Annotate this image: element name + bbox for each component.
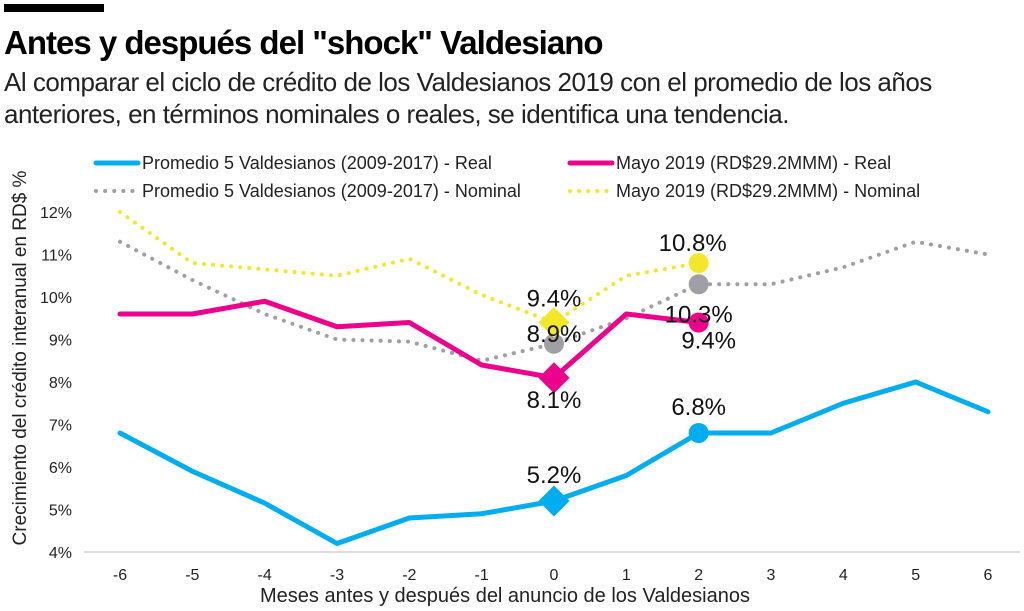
y-tick-label: 7% <box>49 418 72 435</box>
data-label: 8.9% <box>527 321 582 348</box>
y-tick-label: 11% <box>41 248 72 265</box>
legend-label: Mayo 2019 (RD$29.2MMM) - Nominal <box>616 181 920 201</box>
data-marker-circle <box>688 312 709 333</box>
y-axis-label: Crecimiento del crédito interanual en RD… <box>10 170 31 545</box>
legend-label: Promedio 5 Valdesianos (2009-2017) - Nom… <box>142 181 521 201</box>
x-tick-label: -1 <box>475 567 489 584</box>
title-accent-bar <box>4 4 104 12</box>
y-tick-label: 5% <box>49 503 72 520</box>
legend-label: Mayo 2019 (RD$29.2MMM) - Real <box>616 153 891 173</box>
y-tick-label: 12% <box>40 205 72 222</box>
x-axis-label: Meses antes y después del anuncio de los… <box>260 585 750 607</box>
data-marker-circle <box>544 333 564 354</box>
series-line <box>118 239 990 363</box>
x-tick-label: 2 <box>694 567 703 584</box>
y-tick-label: 8% <box>49 375 72 392</box>
legend-label: Promedio 5 Valdesianos (2009-2017) - Rea… <box>142 153 492 173</box>
x-tick-label: -6 <box>113 567 127 584</box>
series-line <box>117 298 702 381</box>
data-marker-diamond <box>538 306 570 339</box>
x-tick-label: 1 <box>622 567 631 584</box>
data-marker-circle <box>688 253 709 273</box>
y-tick-label: 10% <box>40 290 72 307</box>
x-tick-label: -3 <box>330 567 344 584</box>
series-line <box>118 210 701 325</box>
x-tick-label: 6 <box>984 567 993 584</box>
data-marker-diamond <box>538 485 570 517</box>
data-label: 10.3% <box>665 301 733 328</box>
data-marker-diamond <box>538 362 570 394</box>
x-tick-label: 3 <box>767 567 776 584</box>
page-title: Antes y después del "shock" Valdesiano <box>4 24 604 61</box>
x-tick-label: 4 <box>839 567 848 584</box>
data-label: 6.8% <box>671 394 726 421</box>
x-tick-label: 5 <box>911 567 920 584</box>
data-label: 9.4% <box>527 286 582 313</box>
data-marker-circle <box>688 274 709 295</box>
y-tick-label: 9% <box>49 333 72 350</box>
data-label: 10.8% <box>659 230 727 257</box>
data-label: 8.1% <box>527 387 582 414</box>
data-label: 5.2% <box>527 462 582 489</box>
data-marker-circle <box>688 423 709 443</box>
x-tick-label: -2 <box>402 567 416 584</box>
x-tick-label: -5 <box>185 567 199 584</box>
data-label: 9.4% <box>681 328 736 355</box>
y-tick-label: 4% <box>49 545 72 562</box>
y-tick-label: 6% <box>49 460 72 477</box>
x-tick-label: 0 <box>550 567 559 584</box>
subtitle: Al comparar el ciclo de crédito de los V… <box>4 67 932 129</box>
x-tick-label: -4 <box>258 567 272 584</box>
